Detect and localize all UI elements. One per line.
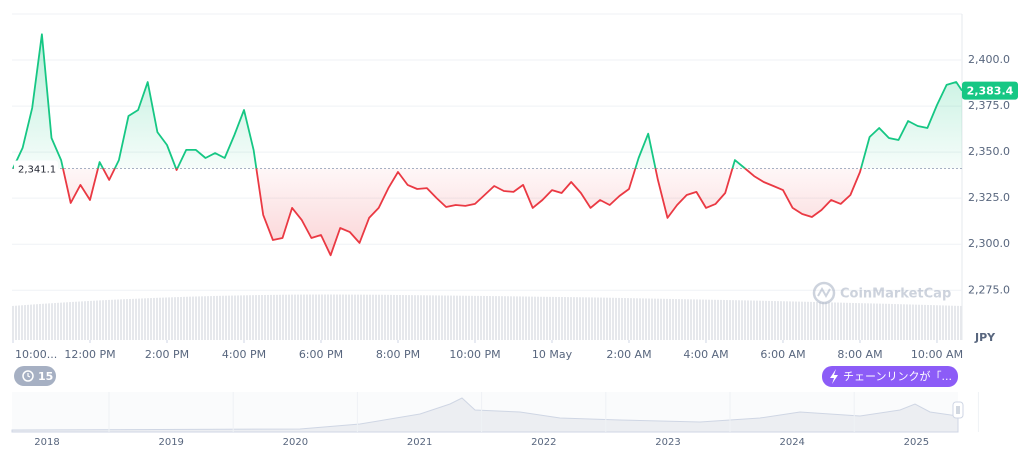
- x-tick-label: 12:00 PM: [64, 348, 115, 361]
- watermark: CoinMarketCap: [812, 281, 951, 305]
- price-area: [13, 34, 962, 256]
- x-tick-label: 6:00 PM: [299, 348, 343, 361]
- navigator-year: 2020: [283, 437, 308, 448]
- baseline-label-bg: [14, 160, 58, 177]
- navigator-year: 2019: [158, 437, 183, 448]
- x-tick-label: 10:00...: [15, 348, 57, 361]
- x-tick-label: 8:00 AM: [837, 348, 882, 361]
- x-tick-label: 6:00 AM: [760, 348, 805, 361]
- y-tick-label: 2,350.0: [968, 145, 1010, 158]
- history-badge[interactable]: 15: [14, 366, 56, 386]
- price-line: [12, 33, 963, 257]
- volume-bars: [12, 294, 962, 340]
- history-badge-text: 15: [38, 370, 53, 383]
- x-tick-label: 10 May: [532, 348, 573, 361]
- y-tick-label: 2,375.0: [968, 99, 1010, 112]
- news-badge-text: チェーンリンクが「...: [843, 369, 952, 383]
- x-tick-label: 10:00 PM: [449, 348, 500, 361]
- unit-label: JPY: [974, 331, 996, 344]
- x-tick-label: 4:00 PM: [222, 348, 266, 361]
- x-tick-label: 2:00 PM: [145, 348, 189, 361]
- y-tick-label: 2,300.0: [968, 237, 1010, 250]
- navigator-year: 2021: [407, 437, 432, 448]
- price-tag-label: 2,383.4: [967, 85, 1014, 98]
- y-tick-label: 2,275.0: [968, 283, 1010, 296]
- navigator-year: 2022: [531, 437, 556, 448]
- navigator-year: 2023: [655, 437, 680, 448]
- x-tick-label: 10:00 AM: [911, 348, 963, 361]
- price-tag: [962, 81, 1018, 100]
- plot: 2,275.0 2,300.0 2,325.0 2,350.0 2,375.0 2,400…: [12, 33, 1018, 361]
- x-tick-label: 4:00 AM: [683, 348, 728, 361]
- x-tick-label: 2:00 AM: [606, 348, 651, 361]
- navigator-year: 2024: [779, 437, 804, 448]
- news-badge[interactable]: チェーンリンクが「...: [822, 366, 958, 387]
- navigator: [11, 392, 964, 433]
- y-tick-label: 2,400.0: [968, 53, 1010, 66]
- navigator-year: 2025: [904, 437, 929, 448]
- y-tick-label: 2,325.0: [968, 191, 1010, 204]
- navigator-year: 2018: [34, 437, 59, 448]
- baseline-label: 2,341.1: [18, 165, 56, 176]
- x-tick-label: 8:00 PM: [376, 348, 420, 361]
- watermark-text: CoinMarketCap: [840, 287, 951, 302]
